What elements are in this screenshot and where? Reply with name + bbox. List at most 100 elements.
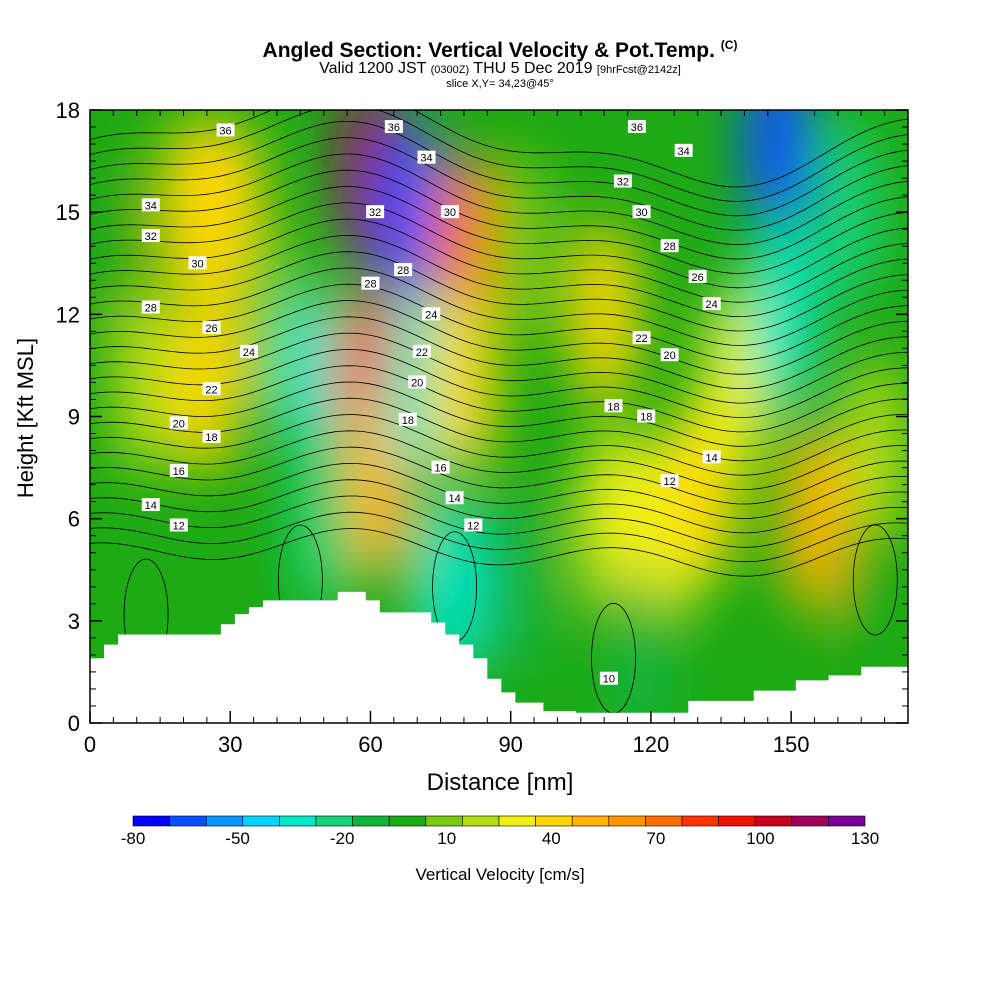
svg-text:30: 30 (191, 258, 203, 270)
theta-contour-16 (90, 267, 908, 346)
contour-label-22: 18 (398, 412, 417, 427)
velocity-cell-27 (813, 117, 882, 308)
y-tick-label-9: 9 (68, 405, 80, 430)
y-tick-label-6: 6 (68, 507, 80, 532)
contour-label-9: 18 (202, 429, 221, 444)
velocity-cell-16 (486, 151, 555, 342)
x-tick-label-150: 150 (773, 732, 810, 757)
colorbar-swatch-18 (791, 815, 829, 827)
colorbar-swatch-14 (645, 815, 683, 827)
svg-text:22: 22 (205, 384, 217, 396)
velocity-cell-26 (780, 423, 849, 614)
contour-label-34: 20 (660, 348, 679, 362)
svg-text:18: 18 (607, 401, 619, 413)
svg-text:14: 14 (145, 500, 157, 512)
colorbar-swatch-5 (315, 815, 353, 827)
theta-contour-12 (90, 332, 908, 404)
contour-label-4: 28 (141, 300, 160, 315)
chart-subtitle: Valid 1200 JST (0300Z) THU 5 Dec 2019 [9… (319, 60, 681, 77)
x-tick-label-0: 0 (84, 732, 96, 757)
theta-contour-9 (90, 381, 908, 447)
x-tick-label-30: 30 (218, 732, 242, 757)
colorbar-swatch-6 (352, 815, 390, 827)
contour-label-27: 34 (674, 143, 693, 158)
svg-text:32: 32 (369, 207, 381, 219)
svg-text:12: 12 (467, 520, 479, 532)
theta-contour-21 (90, 186, 908, 274)
svg-text:28: 28 (663, 241, 675, 253)
colorbar-swatch-2 (205, 815, 244, 827)
colorbar-tick-label-6: 100 (746, 829, 774, 848)
colorbar-swatch-15 (681, 815, 719, 827)
x-tick-label-60: 60 (358, 732, 382, 757)
colorbar-tick-label-1: -50 (225, 829, 250, 848)
contour-label-23: 16 (431, 460, 450, 475)
theta-contour-7 (90, 414, 908, 476)
theta-contour-6 (90, 430, 908, 491)
svg-text:32: 32 (617, 177, 629, 189)
contour-label-7: 22 (202, 382, 221, 396)
theta-contour-10 (90, 365, 908, 433)
colorbar-tick-label-5: 70 (646, 829, 665, 848)
svg-text:28: 28 (397, 265, 409, 277)
contour-labels: 36 34 32 30 28 26 24 22 20 18 16 14 12 36 34 32 30 28 28 24… (141, 120, 721, 686)
contour-label-5: 26 (202, 320, 221, 335)
y-tick-label-15: 15 (56, 200, 80, 225)
theta-contour-2 (90, 495, 908, 548)
x-axis: 0 30 60 90 120 150 (84, 110, 886, 757)
colorbar-label: Vertical Velocity [cm/s] (415, 865, 584, 884)
contour-label-36: 18 (637, 409, 656, 424)
contour-label-25: 12 (464, 518, 483, 532)
contour-label-37: 14 (702, 450, 721, 464)
contour-label-15: 32 (366, 205, 385, 219)
slice-info: slice X,Y= 34,23@45° (446, 78, 554, 90)
svg-text:18: 18 (640, 412, 652, 424)
theta-contour-14 (90, 300, 908, 375)
svg-text:20: 20 (411, 377, 423, 389)
colorbar-swatch-11 (535, 815, 573, 827)
theta-contour-5 (90, 446, 908, 505)
contour-label-14: 34 (417, 150, 436, 165)
svg-text:36: 36 (219, 125, 231, 137)
contour-label-3: 30 (188, 256, 207, 270)
colorbar-swatch-12 (571, 815, 610, 827)
chart-title: Angled Section: Vertical Velocity & Pot.… (262, 38, 738, 62)
svg-text:34: 34 (420, 153, 432, 165)
svg-text:34: 34 (678, 146, 690, 158)
contour-label-17: 28 (361, 276, 380, 291)
colorbar-swatch-16 (718, 815, 756, 827)
svg-text:18: 18 (205, 432, 217, 444)
svg-text:30: 30 (635, 207, 647, 219)
contour-label-21: 20 (408, 375, 427, 389)
colorbar: -80 -50 -20 10 40 70 100 130 (121, 815, 879, 848)
svg-text:36: 36 (631, 122, 643, 134)
contour-label-20: 22 (412, 344, 431, 359)
contour-label-6: 24 (239, 344, 258, 359)
svg-text:24: 24 (425, 309, 437, 321)
contour-label-8: 20 (169, 416, 188, 430)
theta-contour-4 (90, 462, 908, 519)
colorbar-swatch-0 (132, 815, 170, 827)
svg-text:26: 26 (692, 272, 704, 284)
colorbar-swatch-1 (169, 815, 207, 827)
contour-label-12: 12 (169, 518, 188, 532)
colorbar-swatch-17 (754, 815, 793, 827)
colorbar-swatch-8 (425, 815, 463, 827)
colorbar-tick-label-0: -80 (121, 829, 146, 848)
y-tick-label-12: 12 (56, 302, 80, 327)
colorbar-swatch-3 (242, 815, 280, 827)
contour-label-31: 26 (688, 269, 707, 284)
x-axis-label: Distance [nm] (427, 769, 574, 796)
velocity-cell-0 (90, 151, 139, 342)
velocity-cell-25 (747, 219, 816, 410)
svg-text:14: 14 (448, 493, 460, 505)
svg-text:16: 16 (173, 466, 185, 478)
contour-label-19: 24 (422, 307, 441, 321)
theta-contour-1 (90, 511, 908, 563)
contour-label-10: 16 (169, 463, 188, 478)
colorbar-tick-label-2: -20 (330, 829, 355, 848)
theta-contour-3 (90, 479, 908, 534)
y-axis-label: Height [Kft MSL] (13, 338, 38, 498)
colorbar-swatch-7 (388, 815, 427, 827)
